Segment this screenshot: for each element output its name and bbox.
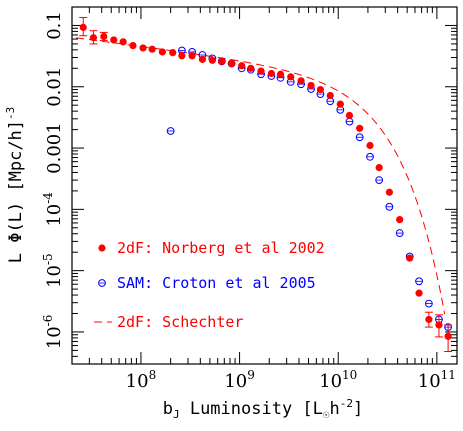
twodf-point: [444, 332, 452, 340]
twodf-point: [326, 91, 334, 100]
twodf-point: [119, 38, 127, 46]
twodf-point: [287, 73, 295, 81]
x-tick-label: 108: [126, 368, 157, 392]
twodf-point: [375, 163, 383, 172]
plot-frame: [71, 6, 458, 365]
twodf-point: [148, 45, 156, 53]
x-tick-label-base: 10: [319, 371, 342, 392]
twodf-point: [297, 77, 305, 85]
twodf-point: [385, 188, 393, 196]
twodf-point: [425, 315, 433, 324]
x-axis-title: bJ Luminosity [L☉h-2]: [163, 397, 364, 421]
twodf-point: [110, 36, 118, 44]
twodf-point: [247, 64, 255, 72]
twodf-point: [267, 69, 275, 78]
x-tick-label-exponent: 8: [149, 368, 157, 382]
schechter-curve-layer: [76, 37, 446, 315]
twodf-point: [356, 124, 364, 132]
twodf-point: [178, 52, 186, 60]
twodf-point: [345, 111, 354, 120]
twodf-point: [79, 23, 87, 31]
y-tick-label: 0.001: [44, 122, 65, 174]
y-axis-title: L Φ(L) [Mpc/h]-3: [4, 107, 26, 264]
y-tick-label: 10-5: [41, 253, 65, 288]
x-tick-label-exponent: 10: [342, 368, 357, 382]
y-tick-label: 0.01: [44, 67, 65, 107]
x-tick-label: 109: [224, 368, 255, 392]
y-tick-label-base: 10: [44, 326, 65, 349]
schechter-curve: [76, 37, 446, 315]
twodf-point: [435, 321, 443, 329]
x-tick-label-base: 10: [224, 371, 247, 392]
y-tick-label: 0.1: [44, 11, 65, 40]
y-tick-label: 10-6: [41, 315, 65, 350]
twodf-point: [100, 32, 108, 41]
minor-ticks: [71, 6, 457, 365]
y-tick-label-base: 10: [44, 204, 65, 227]
legend-marker-2df-norberg: [98, 244, 106, 252]
x-tick-label-base: 10: [418, 371, 441, 392]
x-tick-label: 1010: [319, 368, 357, 392]
x-tick-labels: 108 109 1010 1011: [126, 368, 456, 392]
x-tick-label-base: 10: [126, 371, 149, 392]
y-tick-label-exponent: -5: [41, 253, 55, 265]
twodf-point: [169, 49, 177, 57]
twodf-point: [238, 62, 246, 70]
twodf-point: [415, 289, 423, 297]
twodf-point: [406, 254, 414, 262]
twodf-point: [198, 55, 207, 63]
twodf-point: [129, 41, 137, 50]
x-tick-label: 1011: [418, 368, 456, 392]
legend: 2dF: Norberg et al 2002 SAM: Croton et a…: [94, 239, 325, 331]
twodf-point: [396, 216, 404, 224]
twodf-point: [257, 67, 265, 75]
twodf-point: [89, 34, 98, 42]
y-tick-label-exponent: -4: [41, 192, 55, 204]
twodf-point: [188, 52, 196, 60]
y-tick-label-base: 10: [44, 265, 65, 288]
twodf-point: [228, 59, 236, 68]
y-tick-label-exponent: -6: [41, 315, 55, 327]
legend-label-2df-norberg: 2dF: Norberg et al 2002: [117, 239, 325, 257]
twodf-point: [208, 56, 216, 64]
y-tick-label: 10-4: [41, 192, 65, 227]
twodf-points-layer: [79, 16, 453, 352]
twodf-point: [218, 57, 226, 65]
twodf-point: [139, 44, 147, 52]
twodf-point: [276, 70, 285, 78]
twodf-point: [158, 48, 166, 56]
major-ticks: [72, 7, 457, 364]
legend-label-sam-croton: SAM: Croton et al 2005: [117, 274, 316, 292]
twodf-point: [366, 141, 374, 150]
twodf-point: [307, 81, 315, 90]
plot-area: [71, 6, 458, 365]
x-tick-label-exponent: 11: [441, 368, 456, 382]
twodf-point: [316, 85, 325, 94]
legend-label-schechter: 2dF: Schechter: [117, 313, 243, 331]
x-tick-label-exponent: 9: [247, 368, 255, 382]
twodf-point: [336, 100, 344, 108]
